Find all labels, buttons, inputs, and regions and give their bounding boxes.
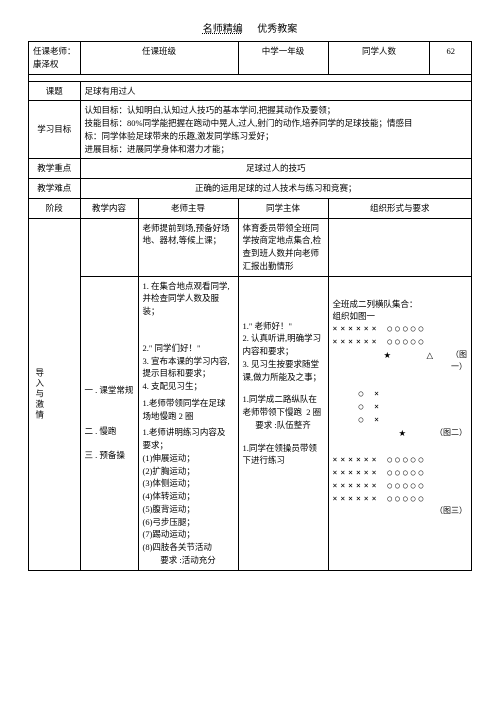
obj-line1: 认知目标：认知明白,认知过人技巧的基本学问,把握其动作及要领； [85, 104, 467, 117]
s-a3: 3. 见习生按要求随堂课,做力所能及之事； [243, 358, 324, 384]
count-value: 62 [430, 42, 472, 75]
t-a4: 4. 支配见习生； [143, 380, 234, 393]
lesson-plan-table: 任课老师： 康泽权 任课班级 中学一年级 同学人数 62 课题 足球有用过人 学… [28, 41, 472, 571]
org-head: 全班成二列横队集合： [333, 298, 467, 311]
header-part1: 名师精编 [203, 24, 243, 35]
page-header: 名师精编 优秀教案 [28, 20, 472, 35]
d1-r1: ×××××× ○○○○○ [333, 323, 467, 336]
teacher-label-cell: 任课老师： 康泽权 [29, 42, 81, 75]
t-c7: (7)踢动运动； [143, 528, 234, 541]
t-c2: (2)扩胸运动； [143, 465, 234, 478]
s-a2: 2. 认真听讲,明确学习内容和要求； [243, 332, 324, 358]
col-stage: 阶段 [29, 198, 81, 218]
org-pre [328, 218, 471, 276]
t-c8: (8)四肢各关节活动 [143, 541, 234, 554]
teacher-label: 任课老师： [33, 46, 76, 56]
col-content: 教学内容 [80, 198, 138, 218]
content-pre [80, 218, 138, 276]
d2-r3: ○ × [359, 414, 467, 427]
stage-cell: 导入与激情 [29, 218, 81, 570]
student-main: 1." 老师好！" 2. 认真听讲,明确学习内容和要求； 3. 见习生按要求随堂… [238, 276, 328, 570]
subject-label: 课题 [29, 81, 81, 101]
d1-r2: ×××××× ○○○○○ [333, 336, 467, 349]
d1-star: ★ [357, 349, 417, 375]
diagram-3: ×××××× ○○○○○ ×××××× ○○○○○ ×××××× ○○○○○ ×… [333, 454, 467, 518]
fig2-label: （图二） [435, 427, 467, 441]
org-main: 全班成二列横队集合： 组织如图一 ×××××× ○○○○○ ×××××× ○○○… [328, 276, 471, 570]
s-a1: 1." 老师好！" [243, 320, 324, 333]
content-i3: 三 . 预备操 [85, 449, 134, 462]
stage-vlabel: 导入与激情 [33, 368, 46, 421]
t-a3: 3. 宣布本课的学习内容,提示目标和要求； [143, 355, 234, 381]
diff-value: 正确的运用足球的过人技术与练习和竞赛； [80, 179, 471, 199]
d2-r2: ○ × [359, 401, 467, 414]
d2-r1: ○ × [359, 388, 467, 401]
t-c6: (6)弓步压腿； [143, 516, 234, 529]
obj-line4: 进展目标：进展同学身体和潜力才能； [85, 143, 467, 156]
obj-line2: 技能目标：80%同学能把握在跑动中晃人,过人,射门的动作,培养同学的足球技能；情… [85, 117, 467, 130]
fig1-label: （图一） [442, 349, 467, 375]
header-part2: 优秀教案 [257, 24, 297, 35]
t-a1: 1. 在集合地点观看同学,并检查同学人数及服装； [143, 280, 234, 318]
obj-line3: 标：同学体验足球带来的乐趣,激发同学练习爱好； [85, 130, 467, 143]
count-label: 同学人数 [328, 42, 430, 75]
col-org: 组织形式与要求 [328, 198, 471, 218]
t-c3: (3)体侧运动； [143, 477, 234, 490]
teacher-pre: 老师提前到场,预备好场地、器材,等候上课； [138, 218, 238, 276]
grade-cell: 中学一年级 [238, 42, 328, 75]
content-i1: 一 . 课堂常规 [85, 384, 134, 397]
d3-r3: ×××××× ○○○○○ [333, 480, 467, 493]
d3-r1: ×××××× ○○○○○ [333, 454, 467, 467]
student-pre: 体育委员带领全班同学按商定地点集合,检查到班人数并向老师汇报出勤情形 [238, 218, 328, 276]
t-creq: 要求 :活动充分 [143, 554, 234, 567]
objective-label: 学习目标 [29, 101, 81, 159]
s-b1: 1.同学成二路纵队在老师带领下慢跑 2 圈 [243, 393, 324, 419]
t-c1: (1)伸展运动； [143, 452, 234, 465]
class-label: 任课班级 [80, 42, 238, 75]
d1-tri: △ [417, 349, 442, 375]
col-teacher: 老师主导 [138, 198, 238, 218]
t-a2: 2." 同学们好！" [143, 342, 234, 355]
t-chead: 1.老师讲明练习内容及要求； [143, 426, 234, 452]
t-c5: (5)腹背运动； [143, 503, 234, 516]
subject-value: 足球有用过人 [80, 81, 471, 101]
teacher-value: 康泽权 [33, 59, 59, 69]
content-i2: 二 . 慢跑 [85, 425, 134, 438]
t-b1: 1.老师带领同学在足球场地慢跑 2 圈 [143, 397, 234, 423]
s-breq: 要求 :队伍整齐 [243, 419, 324, 432]
t-c4: (4)体转运动； [143, 490, 234, 503]
d3-r2: ×××××× ○○○○○ [333, 467, 467, 480]
spacer-row [29, 74, 472, 81]
org-sub: 组织如图一 [333, 310, 467, 323]
d3-r4: ×××××× ○○○○○ [333, 493, 467, 506]
fig3-label: （图三） [333, 505, 467, 518]
col-student: 同学主体 [238, 198, 328, 218]
teacher-main: 1. 在集合地点观看同学,并检查同学人数及服装； 2." 同学们好！" 3. 宣… [138, 276, 238, 570]
diagram-2: ○ × ○ × ○ × ★ （图二） [333, 388, 467, 440]
content-main: 一 . 课堂常规 二 . 慢跑 三 . 预备操 [80, 276, 138, 570]
objective-cell: 认知目标：认知明白,认知过人技巧的基本学问,把握其动作及要领； 技能目标：80%… [80, 101, 471, 159]
d2-star: ★ [359, 427, 435, 441]
diagram-1: ×××××× ○○○○○ ×××××× ○○○○○ ★ △ （图一） [333, 323, 467, 374]
diff-label: 教学难点 [29, 179, 81, 199]
focus-value: 足球过人的技巧 [80, 159, 471, 179]
focus-label: 教学重点 [29, 159, 81, 179]
s-c1: 1.同学在领操员带领下进行练习 [243, 442, 324, 468]
